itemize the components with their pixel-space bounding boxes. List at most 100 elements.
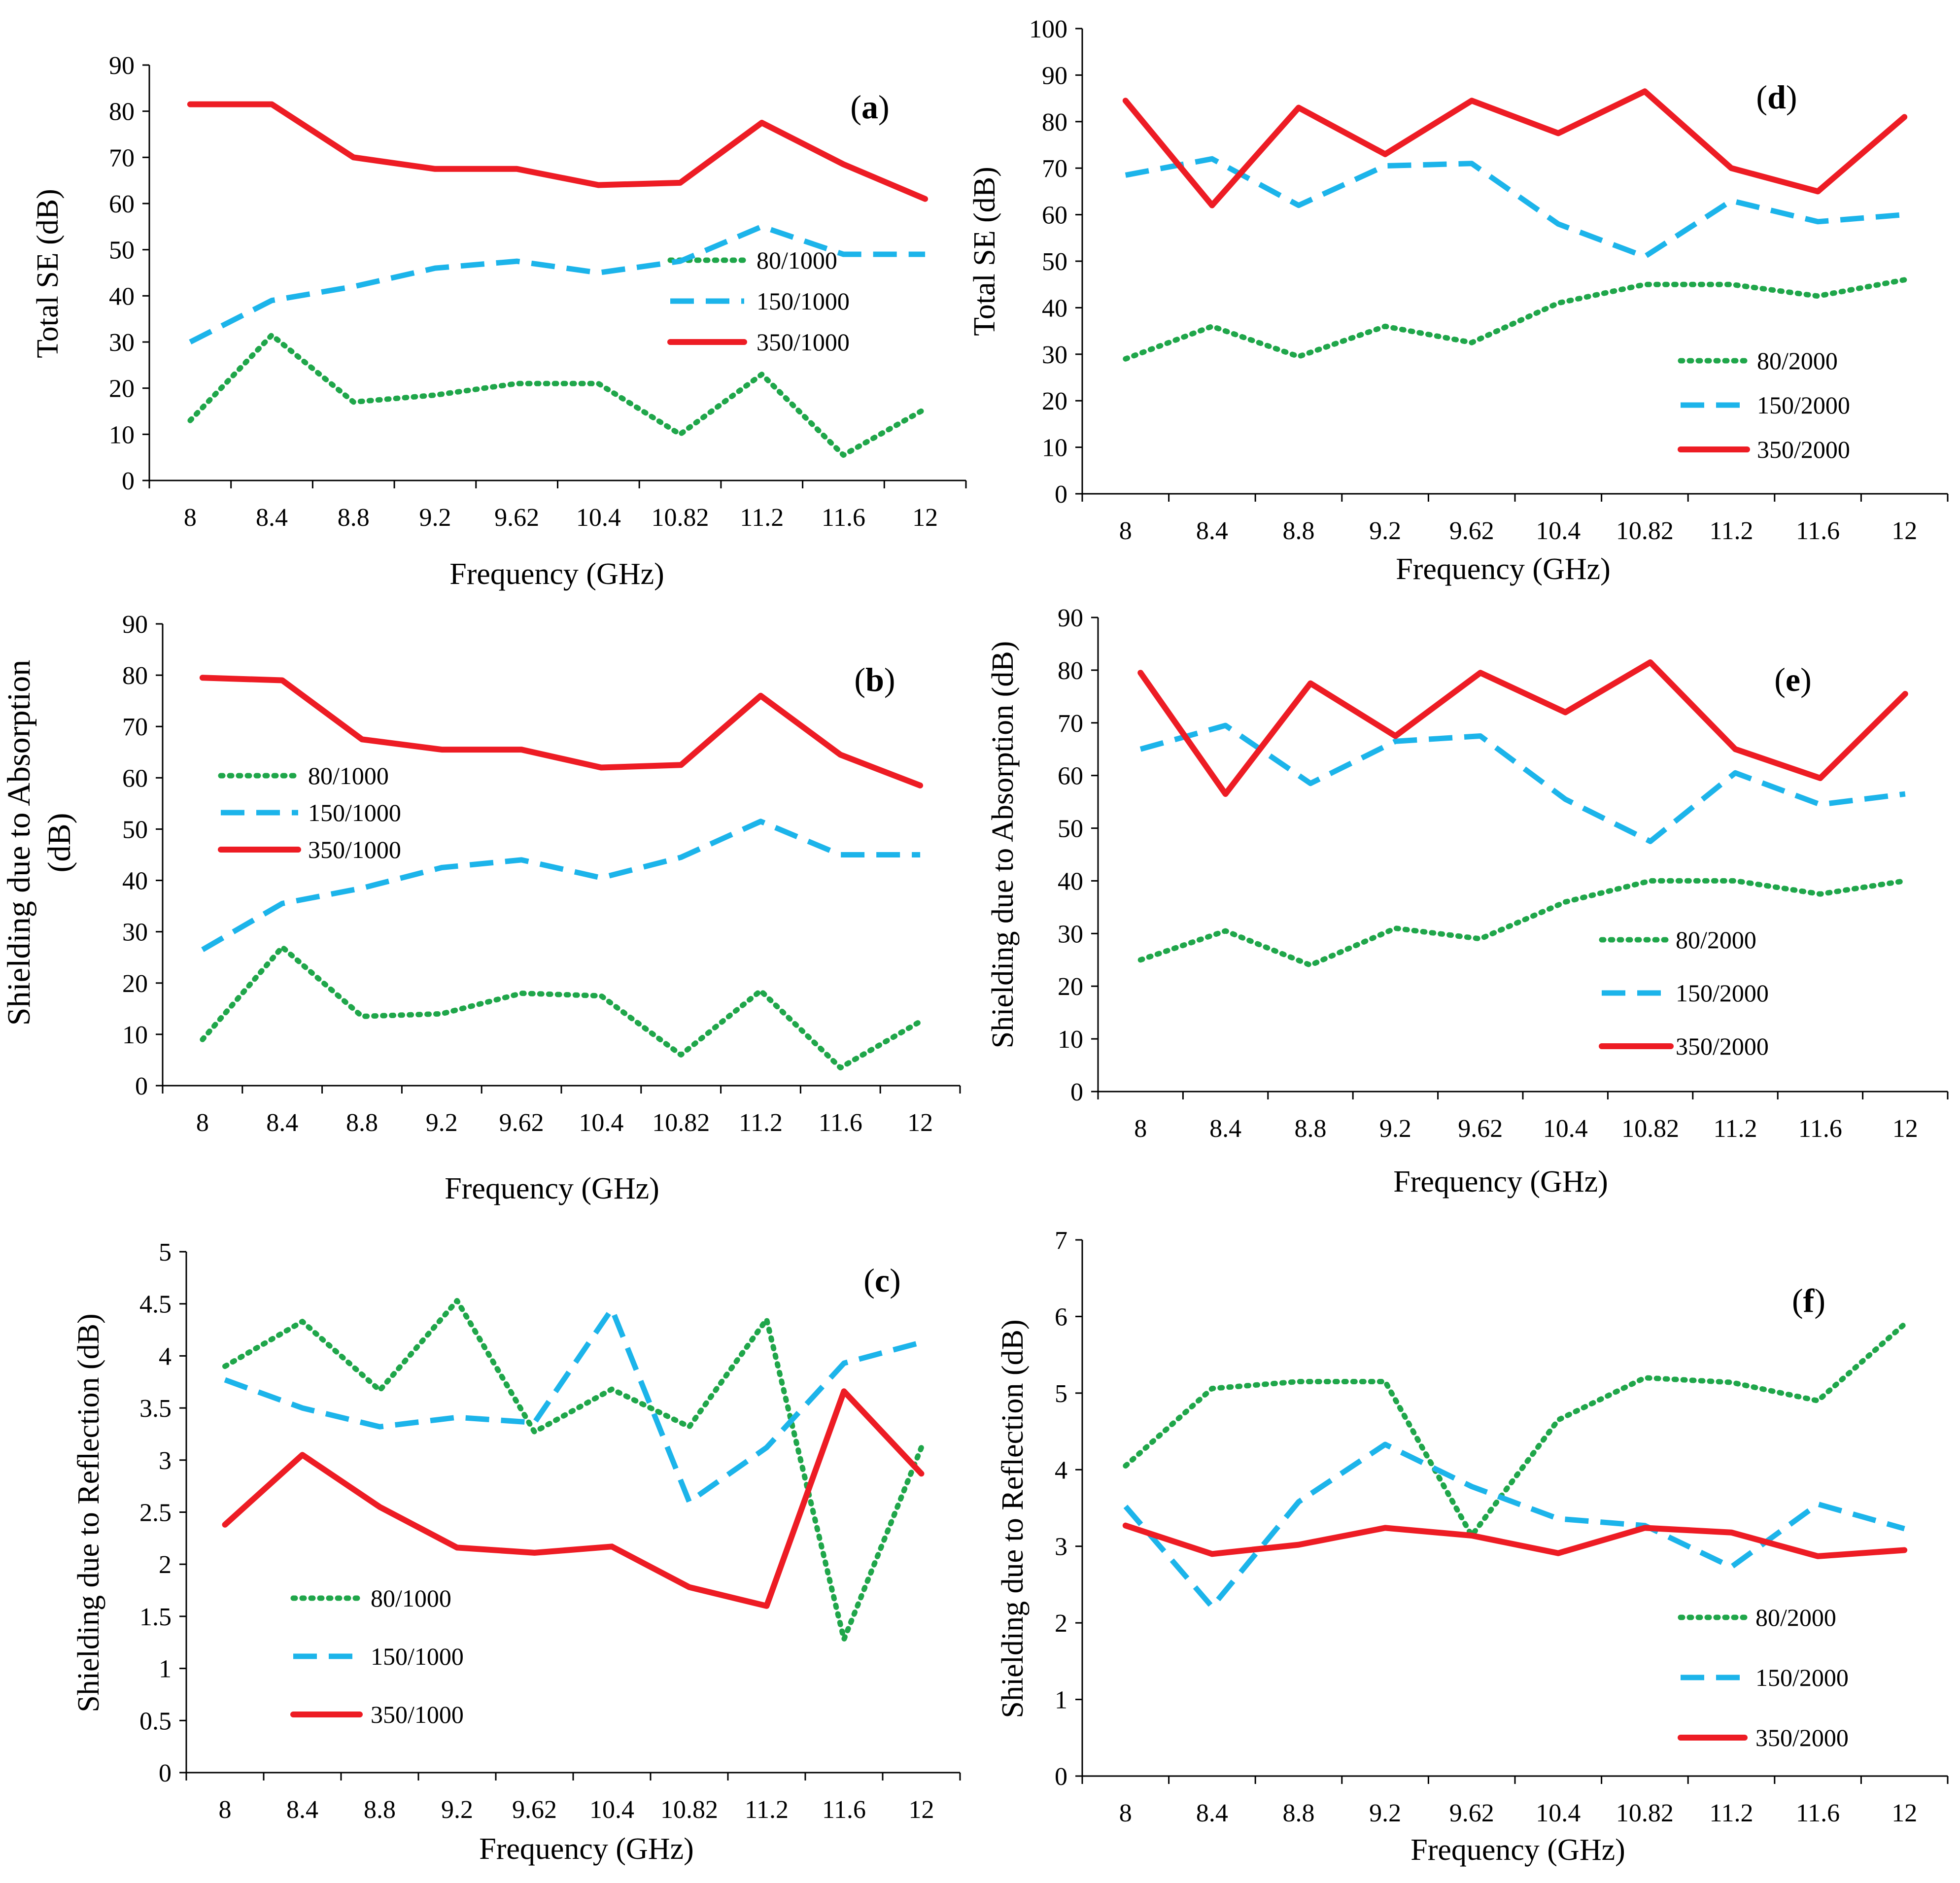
x-tick-label: 11.2 [1709, 517, 1753, 545]
data-point [352, 286, 354, 288]
data-point [1384, 1527, 1386, 1529]
data-point [1298, 1381, 1300, 1383]
data-point [1904, 793, 1906, 795]
data-point [1730, 200, 1732, 202]
legend-label: 150/2000 [1757, 391, 1850, 419]
data-point [302, 1454, 304, 1456]
data-point [456, 1546, 458, 1548]
data-point [434, 168, 436, 170]
series-line-350-2000 [1122, 88, 1908, 208]
y-tick-label: 100 [1029, 15, 1067, 43]
data-point [441, 749, 443, 751]
data-point [1903, 279, 1905, 281]
data-point [600, 767, 602, 769]
y-tick-label: 1.5 [139, 1603, 172, 1631]
legend-label: 80/1000 [308, 762, 389, 789]
data-point [1125, 358, 1127, 360]
data-point [1819, 803, 1821, 805]
x-tick-label: 10.82 [1616, 517, 1674, 545]
x-tick-label: 8.4 [266, 1109, 298, 1137]
x-tick-label: 9.2 [441, 1796, 473, 1824]
x-tick-label: 10.4 [1536, 1799, 1581, 1827]
x-tick-label: 11.6 [1796, 1799, 1840, 1827]
data-point [1557, 132, 1559, 134]
data-point [1650, 661, 1651, 663]
legend-label: 80/2000 [1676, 926, 1756, 954]
y-tick-label: 7 [1055, 1227, 1067, 1255]
x-tick-label: 11.2 [1709, 1799, 1753, 1827]
y-tick-label: 0 [1070, 1078, 1083, 1106]
x-tick-label: 9.62 [1449, 1799, 1494, 1827]
y-tick-label: 0.5 [139, 1707, 172, 1735]
panel-letter: (d) [1756, 78, 1797, 116]
data-point [1309, 964, 1311, 966]
data-point [1644, 283, 1646, 285]
data-point [1644, 256, 1646, 258]
series-line-80-1000 [187, 332, 928, 458]
data-point [761, 374, 763, 376]
series-line-80-1000 [200, 944, 923, 1071]
data-point [688, 1501, 690, 1503]
data-point [679, 260, 681, 262]
x-axis-title: Frequency (GHz) [479, 1832, 694, 1866]
panel-letter: (c) [863, 1262, 901, 1299]
data-point [679, 182, 681, 184]
legend-label: 350/2000 [1757, 436, 1850, 463]
data-point [1479, 938, 1481, 940]
data-point [1730, 1381, 1732, 1383]
data-point [924, 408, 926, 410]
y-tick-label: 80 [1058, 657, 1083, 685]
data-point [224, 1366, 226, 1368]
x-tick-label: 9.2 [1369, 517, 1401, 545]
panel-letter: (a) [850, 88, 889, 126]
x-tick-label: 12 [909, 1796, 934, 1824]
x-tick-label: 11.2 [740, 504, 784, 532]
x-tick-label: 10.82 [1616, 1799, 1674, 1827]
y-tick-label: 6 [1055, 1303, 1067, 1331]
y-axis-title-group: Total SE (dB) [968, 167, 1001, 336]
data-point [611, 1388, 613, 1390]
x-tick-label: 8.4 [286, 1796, 318, 1824]
data-point [271, 334, 273, 336]
data-point [1298, 1501, 1300, 1503]
y-tick-label: 1 [1055, 1686, 1067, 1714]
x-tick-label: 12 [1892, 1115, 1918, 1143]
data-point [456, 1300, 458, 1301]
data-point [1471, 342, 1473, 343]
y-tick-label: 0 [159, 1759, 172, 1787]
x-tick-label: 8.4 [256, 504, 288, 532]
series-line-350-1000 [187, 101, 928, 202]
data-point [921, 1472, 923, 1474]
data-point [1644, 90, 1646, 92]
series-line-80-2000 [1137, 878, 1908, 968]
data-point [1394, 735, 1396, 737]
data-point [1650, 880, 1651, 882]
chart-panel-b: 0 10 20 30 40 50 60 70 80 90 8 8.4 8.8 9.2 9.62 10.4 10.… [1, 611, 961, 1205]
data-point [761, 122, 763, 124]
data-point [760, 990, 762, 992]
x-tick-label: 9.2 [426, 1109, 458, 1137]
y-tick-label: 0 [135, 1072, 148, 1100]
y-tick-label: 4 [1055, 1456, 1067, 1484]
data-point [1225, 930, 1227, 932]
data-point [434, 394, 436, 396]
data-point [611, 1308, 613, 1310]
data-point [839, 854, 841, 856]
data-point [1564, 711, 1566, 713]
series-line-80-2000 [1123, 1321, 1907, 1539]
data-point [924, 198, 926, 200]
x-axis-title: Frequency (GHz) [449, 557, 664, 591]
data-point [352, 156, 354, 158]
data-point [1730, 167, 1732, 169]
x-tick-label: 8.4 [1196, 517, 1228, 545]
x-tick-label: 12 [1891, 517, 1917, 545]
data-point [281, 902, 283, 904]
x-tick-label: 8.8 [338, 504, 370, 532]
x-tick-label: 8 [1119, 1799, 1132, 1827]
y-tick-label: 30 [109, 329, 135, 357]
y-tick-label: 10 [109, 421, 135, 449]
y-tick-label: 0 [122, 467, 135, 495]
legend-label: 80/2000 [1757, 347, 1838, 375]
y-tick-label: 4 [159, 1342, 172, 1370]
y-tick-label: 30 [1042, 341, 1067, 369]
